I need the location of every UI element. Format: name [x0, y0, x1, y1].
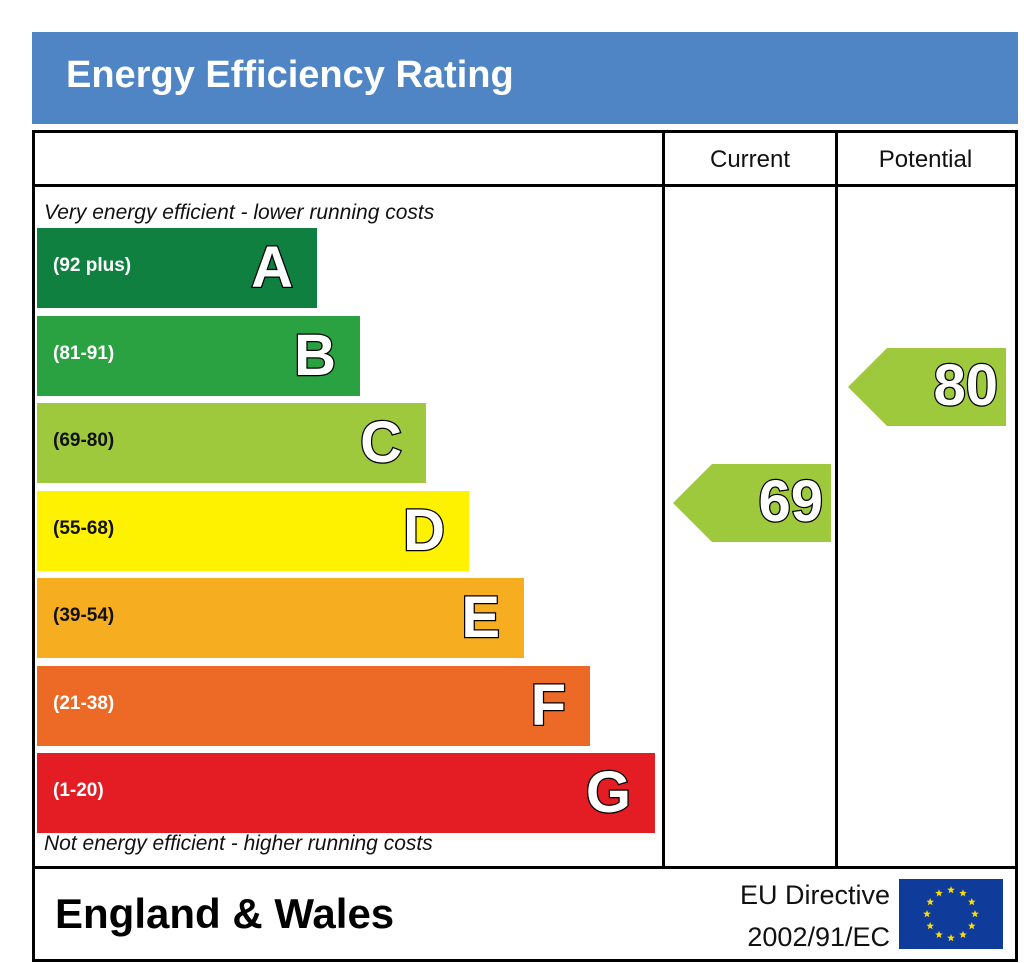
potential-column-header: Potential: [878, 146, 973, 173]
country-label: England & Wales: [55, 890, 395, 937]
band-a-letter: A: [250, 234, 294, 301]
eu-star-icon: [971, 910, 979, 918]
band-e-letter: E: [460, 584, 501, 651]
band-e-range: (39-54): [53, 605, 115, 626]
eu-star-icon: [926, 898, 935, 906]
band-f-letter: F: [529, 672, 567, 739]
potential-rating-arrow: 80: [848, 348, 1006, 426]
band-g-letter: G: [585, 759, 633, 826]
band-b: (81-91) B: [37, 315, 360, 396]
eu-star-icon: [959, 889, 967, 897]
chart-title: Energy Efficiency Rating: [66, 54, 514, 96]
band-c-range: (69-80): [53, 430, 115, 451]
eu-star-icon: [967, 922, 976, 930]
rating-frame: [32, 130, 1018, 962]
band-d-letter: D: [402, 497, 446, 564]
directive-label: EU Directive: [739, 880, 890, 910]
band-a-range: (92 plus): [53, 255, 132, 276]
eu-star-icon: [947, 886, 955, 894]
eu-star-icon: [959, 930, 967, 939]
eu-star-icon: [935, 889, 943, 897]
band-c-letter: C: [359, 409, 403, 476]
eu-star-icon: [926, 922, 935, 930]
title-bar: Energy Efficiency Rating: [32, 32, 1018, 124]
footer-divider: [32, 866, 1018, 869]
band-c: (69-80) C: [37, 403, 426, 483]
current-column-header: Current: [709, 146, 791, 173]
band-g: (1-20) G: [37, 753, 655, 833]
eu-star-icon: [947, 934, 955, 942]
band-b-letter: B: [293, 322, 337, 389]
potential-rating-value: 80: [932, 352, 999, 419]
band-e: (39-54) E: [37, 578, 524, 658]
inefficient-note: Not energy efficient - higher running co…: [44, 832, 433, 855]
efficient-note: Very energy efficient - lower running co…: [44, 201, 435, 224]
eu-flag-icon: [899, 879, 1003, 949]
header-divider: [32, 184, 1018, 187]
current-arrow-shape: [673, 464, 831, 542]
band-f-range: (21-38): [53, 692, 115, 714]
current-rating-arrow: 69: [673, 464, 831, 542]
potential-arrow-shape: [848, 348, 1006, 426]
eu-star-icon: [935, 930, 943, 939]
band-f: (21-38) F: [37, 665, 590, 746]
current-rating-value: 69: [757, 468, 824, 535]
band-d-range: (55-68): [53, 517, 115, 539]
eu-star-icon: [967, 898, 976, 906]
eu-star-icon: [923, 910, 931, 918]
potential-column-divider: [835, 130, 838, 869]
directive-number: 2002/91/EC: [747, 922, 890, 952]
current-column-divider: [662, 130, 665, 869]
band-b-range: (81-91): [53, 342, 115, 364]
band-d: (55-68) D: [37, 490, 469, 571]
band-g-range: (1-20): [53, 780, 104, 801]
band-a: (92 plus) A: [37, 228, 317, 308]
